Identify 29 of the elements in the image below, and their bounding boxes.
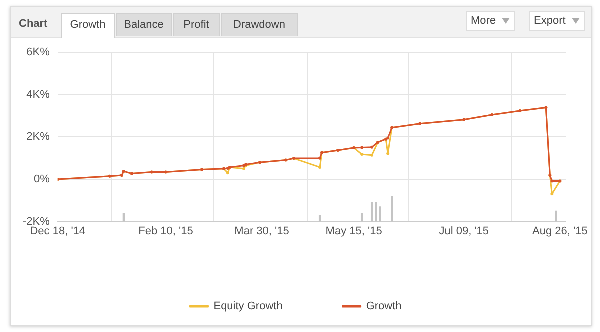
text: Balance [124, 19, 164, 31]
point [386, 152, 390, 156]
text: Export [534, 15, 566, 27]
y-tick-label: 6K% [26, 46, 50, 59]
legend-label: Equity Growth [214, 300, 283, 313]
point [242, 167, 246, 170]
x-tick-label: Aug 26, '15 [532, 225, 588, 238]
legend-label: Growth [366, 300, 402, 313]
y-tick-label: 2K% [26, 131, 50, 144]
point [370, 154, 374, 157]
x-tick-label: Jul 09, '15 [439, 225, 490, 238]
text: Drawdown [234, 19, 286, 31]
point [550, 180, 554, 183]
y-tick-label: -2K% [22, 216, 50, 228]
x-tick-label: Mar 30, '15 [234, 225, 290, 238]
text: More [471, 15, 496, 27]
text: Profit [184, 19, 210, 31]
point [370, 146, 374, 149]
point [550, 192, 554, 196]
text: Chart [19, 18, 48, 30]
y-tick-label: 0% [34, 174, 50, 186]
point [318, 156, 322, 160]
x-tick-label: May 15, '15 [326, 225, 382, 238]
x-tick-label: Dec 18, '14 [30, 225, 86, 238]
y-tick-label: 4K% [26, 88, 50, 101]
point [360, 146, 364, 150]
x-tick-label: Feb 10, '15 [138, 225, 194, 238]
point [226, 172, 230, 175]
text: Growth [70, 19, 106, 31]
